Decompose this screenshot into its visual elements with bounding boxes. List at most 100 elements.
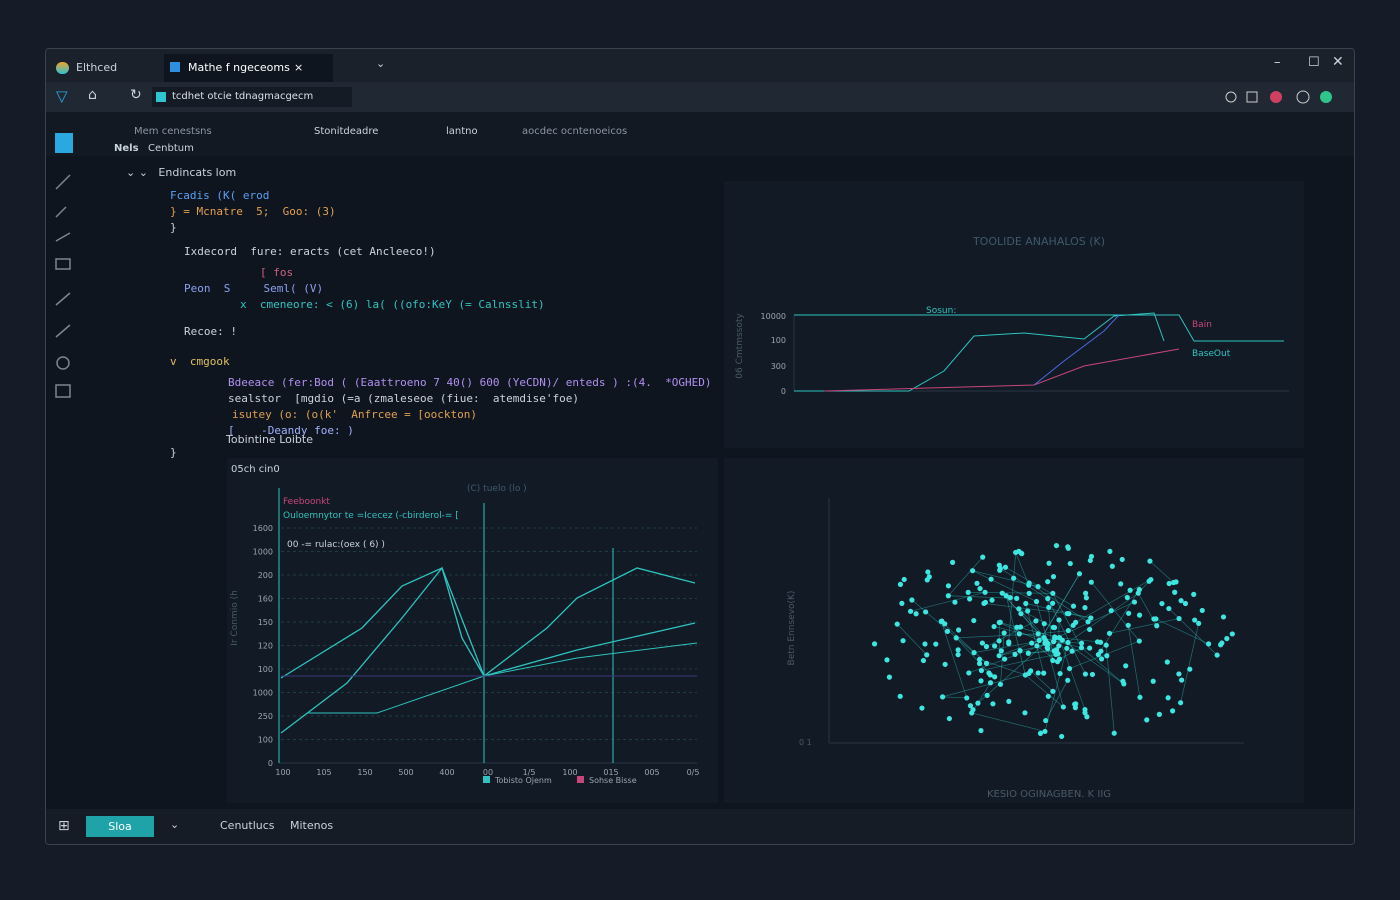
y-tick-label: 160 (258, 595, 273, 604)
network-node (1104, 653, 1110, 659)
tab[interactable]: Mathe f ngeceoms × (164, 54, 333, 82)
network-edge (1067, 592, 1139, 643)
section-title: Endincats lom (158, 166, 237, 179)
network-node (1191, 591, 1197, 597)
x-tick-label: 00 (483, 768, 493, 777)
icon[interactable] (1225, 91, 1237, 103)
network-node (1084, 714, 1090, 720)
sidebar-icon[interactable] (55, 133, 73, 153)
y-tick-label: 10000 (761, 312, 786, 321)
x-tick-label: 105 (316, 768, 331, 777)
network-edge (1075, 579, 1152, 623)
url-field[interactable]: tcdhet otcie tdnagmacgecm (152, 87, 352, 107)
sidebar-icon[interactable] (55, 174, 71, 190)
status-bar: ⊞ Sloa ⌄ Cenutlucs Mitenos (46, 809, 1354, 844)
status-item[interactable]: Cenutlucs (220, 819, 275, 832)
bookmark[interactable]: Mem cenestsns (134, 126, 212, 137)
code-line: sealstor [mgdio (=a (zmaleseoe (fiue: at… (228, 392, 579, 405)
bookmark[interactable]: lantno (446, 126, 478, 137)
network-node (1082, 706, 1088, 713)
network-node (1220, 614, 1227, 620)
bookmark[interactable]: Stonitdeadre (314, 126, 379, 137)
network-node (1078, 645, 1085, 651)
minimize[interactable]: – (1274, 55, 1281, 70)
network-node (1025, 650, 1031, 656)
maximize[interactable]: ☐ (1308, 55, 1320, 70)
network-node (1135, 590, 1141, 596)
series-line (280, 566, 696, 734)
code-line: Ixdecord fure: eracts (cet Ancleeco!) (184, 245, 436, 258)
network-node (1050, 688, 1056, 694)
icon[interactable] (1246, 91, 1258, 103)
x-tick-label: 005 (644, 768, 659, 777)
breadcrumb[interactable]: Cenbtum (148, 143, 194, 154)
network-node (924, 577, 930, 583)
network-node (996, 653, 1002, 659)
network-edge (1081, 647, 1125, 685)
network-node (1033, 598, 1040, 605)
series-line (794, 314, 1284, 342)
icon[interactable] (1270, 91, 1282, 103)
network-node (942, 621, 948, 627)
network-node (965, 589, 971, 595)
network-edge (1180, 623, 1200, 703)
network-edge (1038, 630, 1069, 635)
network-node (1083, 595, 1089, 601)
home-button[interactable]: ⌂ (88, 87, 97, 103)
axis-label: Ir Conmio (h (230, 590, 240, 646)
tab[interactable]: Elthced (52, 54, 176, 82)
sidebar-icon[interactable] (55, 232, 71, 242)
network-node (1053, 542, 1060, 549)
tab-dropdown[interactable]: ⌄ (376, 57, 386, 70)
network-node (1037, 730, 1044, 736)
network-node (894, 621, 900, 627)
code-line: } (170, 221, 177, 234)
icon[interactable] (1320, 91, 1332, 103)
close[interactable]: ✕ (1332, 54, 1344, 70)
axis-label: Betn Ennsevo(K) (787, 591, 797, 666)
sidebar-icon[interactable] (55, 206, 67, 218)
network-edge (1025, 603, 1045, 674)
network-node (980, 554, 986, 560)
network-edge (1044, 648, 1068, 732)
network-node (1182, 600, 1189, 607)
network-edge (910, 591, 986, 612)
sidebar-icon[interactable] (56, 356, 70, 370)
network-node (997, 619, 1003, 625)
line-chart-panel: 05ch cin0 (C) tuelo (lo ) Feeboonkt Oulo… (227, 458, 718, 803)
breadcrumb[interactable]: Nels (114, 143, 139, 154)
status-item[interactable]: Mitenos (290, 819, 334, 832)
y-tick-label: 100 (258, 736, 273, 745)
network-edge (1058, 637, 1098, 643)
icon[interactable] (1296, 90, 1310, 104)
reload-button[interactable]: ↻ (130, 87, 142, 103)
start-icon[interactable]: ⊞ (58, 818, 70, 834)
network-node (1003, 593, 1009, 599)
network-node (1147, 558, 1153, 564)
network-node (1051, 639, 1057, 645)
network-node (1089, 671, 1096, 678)
network-node (919, 705, 925, 711)
bookmark[interactable]: aocdec ocntenoeicos (522, 126, 628, 137)
dropdown[interactable]: ⌄ (170, 818, 180, 831)
network-node (1106, 630, 1113, 636)
network-node (1035, 631, 1041, 637)
network-node (1017, 648, 1023, 654)
network-node (979, 640, 985, 646)
tab-close[interactable]: × (294, 61, 304, 74)
button[interactable]: Sloa (86, 816, 154, 837)
section-header[interactable]: ⌄ ⌄ Endincats lom (126, 166, 237, 179)
sidebar-icon[interactable] (55, 258, 71, 270)
network-node (997, 681, 1004, 687)
network-node (1065, 639, 1071, 646)
annotation: Sosun: (926, 306, 956, 316)
network-node (933, 641, 939, 647)
axis-label: 06 Cmtmssoty (735, 313, 745, 379)
sidebar-icon[interactable] (55, 324, 71, 338)
sidebar-icon[interactable] (55, 384, 71, 398)
network-node (1164, 659, 1170, 665)
network-node (1069, 648, 1075, 654)
sidebar-icon[interactable] (55, 292, 71, 306)
network-node (1125, 622, 1131, 628)
